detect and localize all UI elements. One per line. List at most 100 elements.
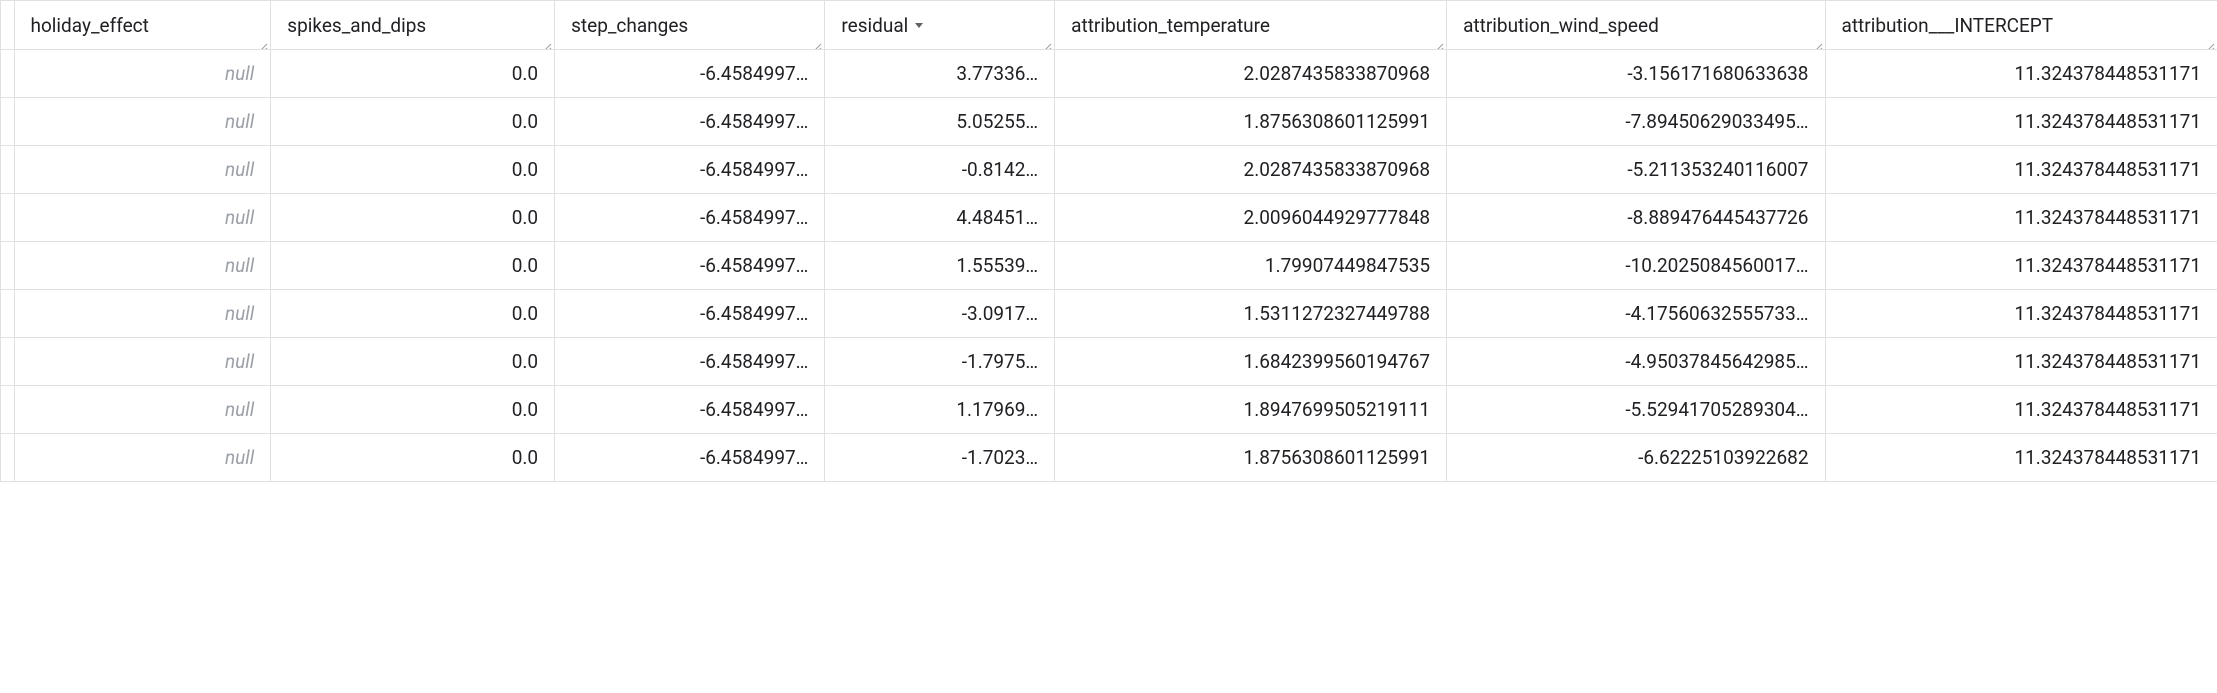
cell-value: 4.48451… [956,206,1038,229]
cell-attribution_temperature: 1.8947699505219111 [1055,386,1447,434]
table-row[interactable]: null0.0-6.4584997…-1.7975…1.684239956019… [1,338,2217,386]
cell-residual: -3.0917… [825,290,1055,338]
cell-attribution_wind_speed: -10.2025084560017… [1447,242,1825,290]
cell-value: 1.6842399560194767 [1244,350,1431,373]
cell-attribution_temperature: 1.79907449847535 [1055,242,1447,290]
cell-attribution___INTERCEPT: 11.324378448531171 [1825,338,2217,386]
column-header-holiday_effect[interactable]: holiday_effect [14,1,271,50]
cell-value: 0.0 [512,62,538,85]
cell-value: null [225,350,254,373]
cell-value: 2.0287435833870968 [1244,62,1431,85]
cell-attribution___INTERCEPT: 11.324378448531171 [1825,98,2217,146]
table-row[interactable]: null0.0-6.4584997…-3.0917…1.531127232744… [1,290,2217,338]
table-row[interactable]: null0.0-6.4584997…1.17969…1.894769950521… [1,386,2217,434]
cell-step_changes: -6.4584997… [555,194,825,242]
cell-value: -6.4584997… [700,158,808,181]
cell-value: -3.156171680633638 [1627,62,1808,85]
cell-value: null [225,254,254,277]
cell-spikes_and_dips: 0.0 [271,338,555,386]
resize-handle-icon[interactable] [1040,35,1052,47]
cell-value: -4.95037845642985… [1625,350,1808,373]
table-row[interactable]: null0.0-6.4584997…1.55539…1.799074498475… [1,242,2217,290]
cell-attribution_wind_speed: -7.89450629033495… [1447,98,1825,146]
cell-value: 11.324378448531171 [2014,158,2201,181]
cell-value: -6.4584997… [700,398,808,421]
column-header-attribution_temperature[interactable]: attribution_temperature [1055,1,1447,50]
resize-handle-icon[interactable] [810,35,822,47]
table-row[interactable]: null 0.0 -6.4584997… 5.05255… 1.875630860112… [1,98,2217,146]
column-header-spikes_and_dips[interactable]: spikes_and_dips [271,1,555,50]
cell-value: -5.52941705289304… [1625,398,1808,421]
cell-value: 11.324378448531171 [2014,350,2201,373]
cell-value: 1.8947699505219111 [1244,398,1431,421]
cell-attribution_temperature: 1.8756308601125991 [1055,434,1447,482]
column-header-label: step_changes [571,14,688,37]
cell-value: 11.324378448531171 [2014,110,2201,133]
cell-value: null [225,398,254,421]
table-row[interactable]: null0.0-6.4584997…4.48451…2.009604492977… [1,194,2217,242]
table-row[interactable]: null0.0-6.4584997…-0.8142…2.028743583387… [1,146,2217,194]
cell-value: -6.4584997… [700,206,808,229]
cell-attribution_wind_speed: -5.211353240116007 [1447,146,1825,194]
cell-attribution___INTERCEPT: 11.324378448531171 [1825,146,2217,194]
column-header-attribution_wind_speed[interactable]: attribution_wind_speed [1447,1,1825,50]
cell-value: 0.0 [512,110,538,133]
cell-attribution___INTERCEPT: 11.324378448531171 [1825,386,2217,434]
resize-handle-icon[interactable] [1432,35,1444,47]
resize-handle-icon[interactable] [256,35,268,47]
cell-value: -6.4584997… [700,62,808,85]
resize-handle-icon[interactable] [1811,35,1823,47]
table-row[interactable]: null0.0-6.4584997…3.77336…2.028743583387… [1,50,2217,98]
cell-holiday_effect: null [14,434,271,482]
cell-value: -6.4584997… [700,350,808,373]
table-row[interactable]: null0.0-6.4584997…-1.7023…1.875630860112… [1,434,2217,482]
column-header-step_changes[interactable]: step_changes [555,1,825,50]
column-header-attribution___INTERCEPT[interactable]: attribution___INTERCEPT [1825,1,2217,50]
column-header-residual[interactable]: residual [825,1,1055,50]
column-header-label: residual [841,14,908,37]
cell-value: -8.889476445437726 [1627,206,1808,229]
cell-spikes_and_dips: 0.0 [271,50,555,98]
cell-value: 1.8756308601125991 [1244,110,1431,133]
cell-step_changes: -6.4584997… [555,50,825,98]
cell-value: 11.324378448531171 [2014,398,2201,421]
cell-clipped-left [1,194,15,242]
table-body: null0.0-6.4584997…3.77336…2.028743583387… [1,50,2217,482]
cell-attribution___INTERCEPT: 11.324378448531171 [1825,194,2217,242]
cell-clipped-left [1,386,15,434]
table-head: holiday_effect spikes_and_dips step_chan… [1,1,2217,50]
cell-value: 11.324378448531171 [2014,302,2201,325]
cell-value: -6.4584997… [700,446,808,469]
cell-value: 3.77336… [956,62,1038,85]
resize-handle-icon[interactable] [540,35,552,47]
cell-attribution_wind_speed: -4.95037845642985… [1447,338,1825,386]
cell-attribution_wind_speed: -6.62225103922682 [1447,434,1825,482]
cell-value: 0.0 [512,158,538,181]
cell-attribution___INTERCEPT: 11.324378448531171 [1825,434,2217,482]
cell-value: -6.4584997… [700,110,808,133]
cell-value: 11.324378448531171 [2014,206,2201,229]
cell-value: 1.8756308601125991 [1244,446,1431,469]
cell-value: null [225,446,254,469]
cell-value: -6.62225103922682 [1638,446,1808,469]
data-table: holiday_effect spikes_and_dips step_chan… [0,0,2217,482]
cell-value: -5.211353240116007 [1627,158,1808,181]
cell-value: 11.324378448531171 [2014,62,2201,85]
resize-handle-icon[interactable] [2203,35,2215,47]
cell-value: 2.0287435833870968 [1244,158,1431,181]
cell-holiday_effect: null [14,98,271,146]
cell-attribution___INTERCEPT: 11.324378448531171 [1825,242,2217,290]
cell-attribution_wind_speed: -4.17560632555733… [1447,290,1825,338]
cell-value: 5.05255… [956,110,1038,133]
sort-desc-icon[interactable] [912,14,926,37]
cell-value: 1.79907449847535 [1265,254,1430,277]
cell-attribution_temperature: 1.6842399560194767 [1055,338,1447,386]
column-header-clipped-left[interactable] [1,1,15,50]
cell-spikes_and_dips: 0.0 [271,290,555,338]
cell-holiday_effect: null [14,194,271,242]
cell-attribution_temperature: 1.8756308601125991 [1055,98,1447,146]
cell-step_changes: -6.4584997… [555,290,825,338]
cell-clipped-left [1,290,15,338]
cell-clipped-left [1,242,15,290]
cell-value: 0.0 [512,254,538,277]
